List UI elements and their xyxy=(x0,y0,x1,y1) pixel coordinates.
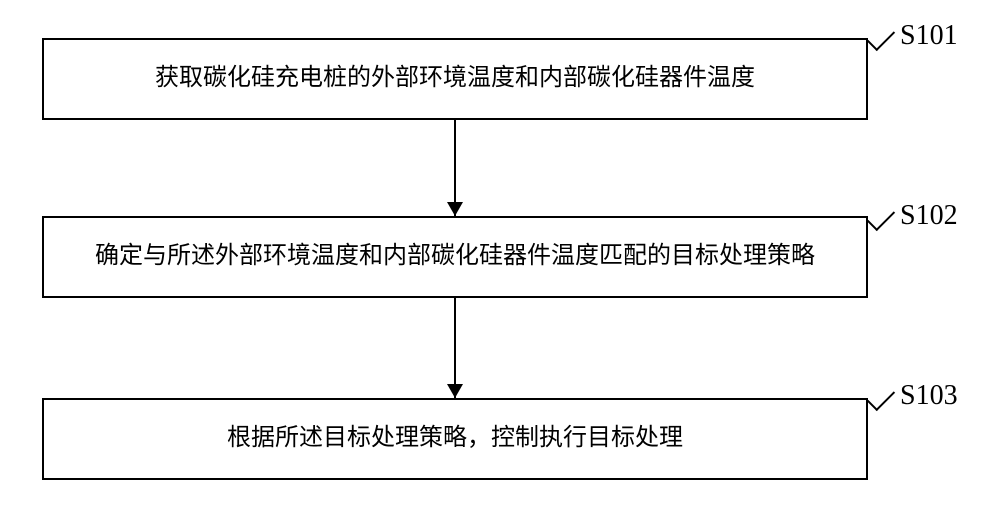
step-text-s103: 根据所述目标处理策略，控制执行目标处理 xyxy=(227,423,683,454)
step-box-s103: 根据所述目标处理策略，控制执行目标处理 xyxy=(42,398,868,480)
arrow-s102-s103 xyxy=(455,298,457,398)
label-tick-s103 xyxy=(867,383,895,411)
step-label-s102: S102 xyxy=(900,200,958,232)
label-tick-s102 xyxy=(867,203,895,231)
step-box-s102: 确定与所述外部环境温度和内部碳化硅器件温度匹配的目标处理策略 xyxy=(42,216,868,298)
arrow-s101-s102 xyxy=(455,120,457,216)
flowchart-canvas: 获取碳化硅充电桩的外部环境温度和内部碳化硅器件温度 S101 确定与所述外部环境… xyxy=(0,0,1000,528)
step-label-s103: S103 xyxy=(900,380,958,412)
step-text-s101: 获取碳化硅充电桩的外部环境温度和内部碳化硅器件温度 xyxy=(155,63,755,94)
label-tick-s101 xyxy=(867,23,895,51)
step-box-s101: 获取碳化硅充电桩的外部环境温度和内部碳化硅器件温度 xyxy=(42,38,868,120)
step-label-s101: S101 xyxy=(900,20,958,52)
step-text-s102: 确定与所述外部环境温度和内部碳化硅器件温度匹配的目标处理策略 xyxy=(95,241,815,272)
